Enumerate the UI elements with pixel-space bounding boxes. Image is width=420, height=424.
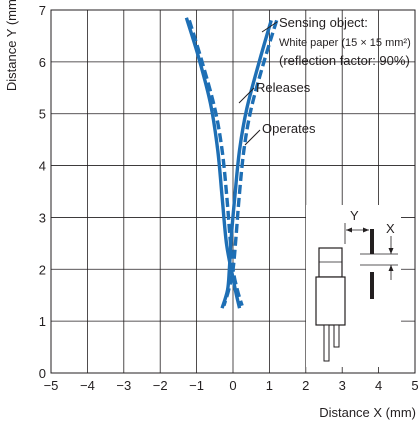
y-tick-label: 5 [39, 107, 46, 122]
x-tick-label: −1 [189, 378, 204, 393]
operates-curve-1 [189, 20, 242, 305]
sensing-object-lower [370, 272, 374, 299]
y-tick-label: 6 [39, 55, 46, 70]
releases-label: Releases [256, 80, 311, 95]
y-tick-label: 4 [39, 159, 46, 174]
sensing-object-material: White paper (15 × 15 mm²) [279, 37, 411, 49]
y-tick-label: 2 [39, 262, 46, 277]
inset-x-label: X [386, 221, 395, 236]
sensor-body [316, 277, 345, 325]
series-layer [186, 18, 276, 308]
y-tick-label: 7 [39, 3, 46, 18]
sensing-object-upper [370, 229, 374, 254]
inset-y-label: Y [350, 208, 359, 223]
sensing-object-title: Sensing object: [279, 15, 368, 30]
x-tick-label: −2 [153, 378, 168, 393]
x-tick-label: 3 [339, 378, 346, 393]
sensor-head [319, 248, 342, 277]
x-axis-ticks: −5 −4 −3 −2 −1 0 1 2 3 4 5 [44, 378, 419, 393]
y-tick-label: 1 [39, 314, 46, 329]
x-tick-label: 4 [375, 378, 382, 393]
y-tick-label: 0 [39, 366, 46, 381]
x-tick-label: 1 [266, 378, 273, 393]
operates-label: Operates [262, 121, 316, 136]
sensor-diagram: Y X [306, 205, 401, 367]
releases-curve-1 [186, 18, 239, 308]
y-axis-ticks: 0 1 2 3 4 5 6 7 [39, 3, 46, 381]
x-tick-label: −3 [116, 378, 131, 393]
sensor-pin-right [334, 325, 339, 347]
x-axis-label: Distance X (mm) [319, 405, 416, 420]
sensing-object-reflection: (reflection factor: 90%) [279, 53, 410, 68]
sensor-pin-left [324, 325, 329, 361]
x-tick-label: 0 [229, 378, 236, 393]
x-tick-label: 2 [302, 378, 309, 393]
operates-curve-2 [224, 20, 277, 305]
x-tick-label: −4 [80, 378, 95, 393]
x-tick-label: 5 [411, 378, 418, 393]
y-tick-label: 3 [39, 210, 46, 225]
y-axis-label: Distance Y (mm) [4, 0, 19, 91]
